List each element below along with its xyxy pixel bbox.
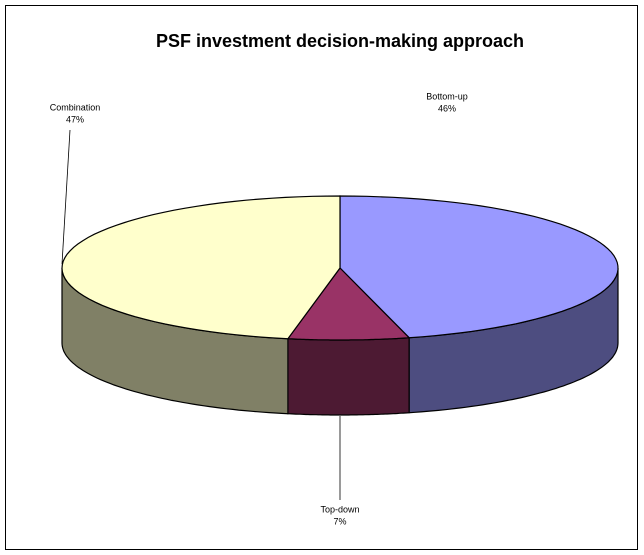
data-label-name: Bottom-up: [426, 91, 468, 101]
data-label-value: 7%: [333, 516, 346, 526]
data-label-name: Top-down: [320, 504, 359, 514]
data-label-value: 47%: [66, 114, 84, 124]
slice: [61, 195, 341, 340]
data-label-name: Combination: [50, 102, 101, 112]
slice-side: [287, 337, 410, 416]
chart-title: PSF investment decision-making approach: [156, 31, 524, 51]
slice: [286, 267, 411, 341]
leader-line: [61, 129, 71, 265]
data-label-value: 46%: [438, 103, 456, 113]
slice: [339, 195, 619, 339]
